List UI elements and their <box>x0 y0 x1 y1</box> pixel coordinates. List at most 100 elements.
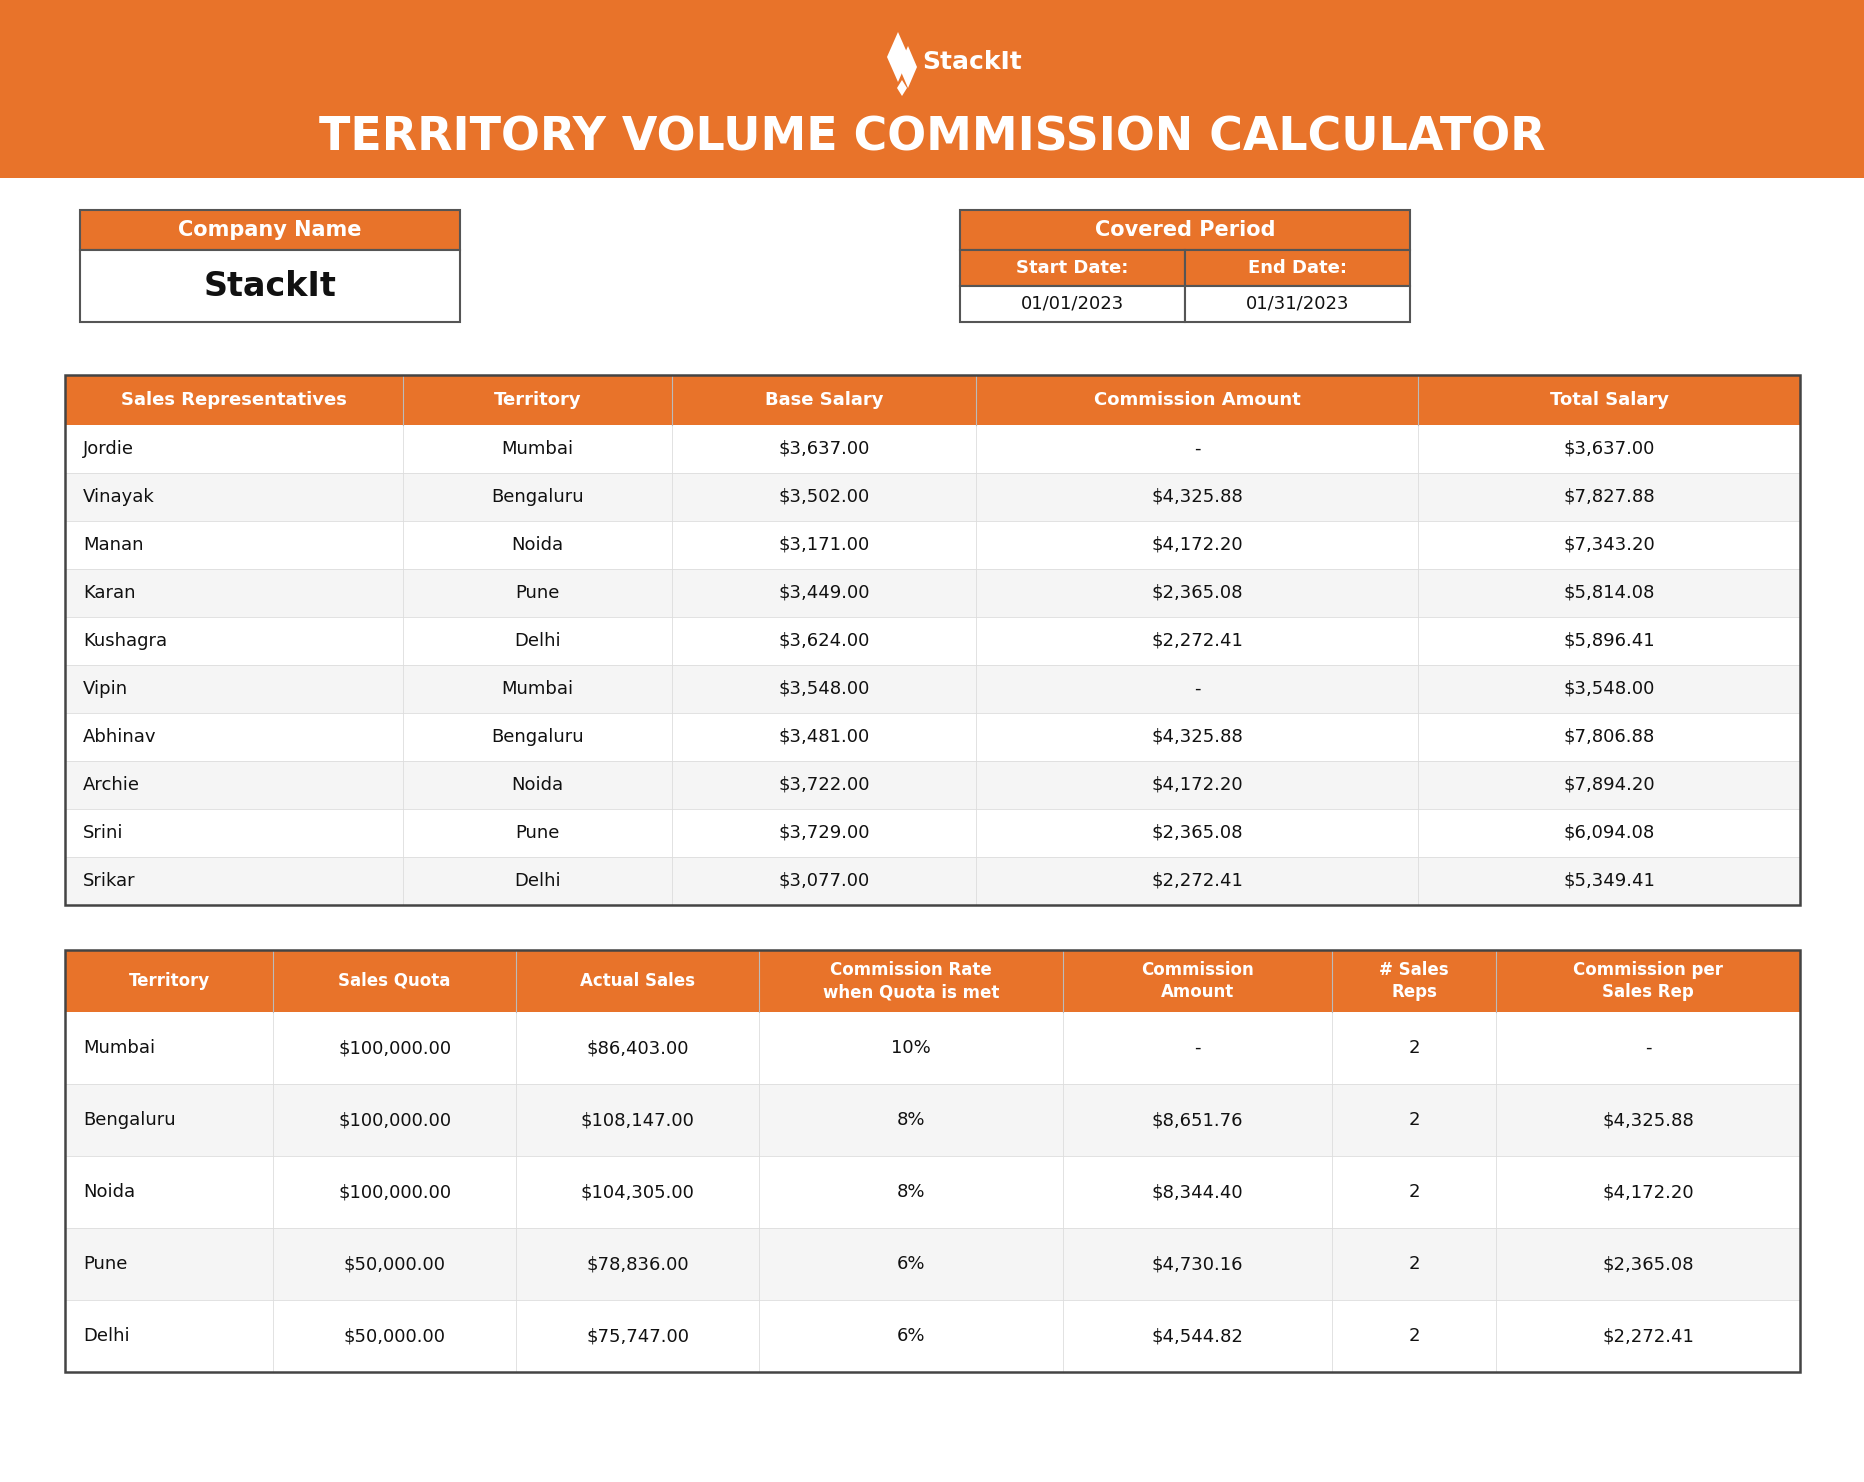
Text: $4,325.88: $4,325.88 <box>1152 488 1243 505</box>
Text: 8%: 8% <box>897 1183 925 1200</box>
Text: Abhinav: Abhinav <box>84 728 157 745</box>
Text: $3,077.00: $3,077.00 <box>779 871 870 891</box>
Text: Bengaluru: Bengaluru <box>492 488 583 505</box>
Text: Commission Amount: Commission Amount <box>1094 391 1301 409</box>
Text: $4,172.20: $4,172.20 <box>1603 1183 1694 1200</box>
Bar <box>1186 286 1409 322</box>
Text: $7,894.20: $7,894.20 <box>1564 777 1655 794</box>
Text: $2,365.08: $2,365.08 <box>1603 1255 1694 1273</box>
Text: $3,637.00: $3,637.00 <box>779 440 870 458</box>
Text: $4,730.16: $4,730.16 <box>1152 1255 1243 1273</box>
Bar <box>65 1012 1801 1083</box>
Text: Archie: Archie <box>84 777 140 794</box>
Text: TERRITORY VOLUME COMMISSION CALCULATOR: TERRITORY VOLUME COMMISSION CALCULATOR <box>319 116 1545 160</box>
Bar <box>65 1156 1801 1229</box>
Bar <box>65 950 1801 1372</box>
Bar <box>65 617 1801 665</box>
Text: StackIt: StackIt <box>203 270 336 302</box>
Text: $2,272.41: $2,272.41 <box>1603 1326 1694 1346</box>
Bar <box>65 375 1801 425</box>
Bar <box>65 1300 1801 1372</box>
Bar <box>65 713 1801 760</box>
Text: $3,171.00: $3,171.00 <box>779 536 870 554</box>
Text: Mumbai: Mumbai <box>501 680 574 698</box>
Text: $3,481.00: $3,481.00 <box>779 728 870 745</box>
Text: StackIt: StackIt <box>923 50 1021 74</box>
Text: Noida: Noida <box>513 536 563 554</box>
Text: $3,624.00: $3,624.00 <box>779 631 870 651</box>
Text: Commission Rate
when Quota is met: Commission Rate when Quota is met <box>822 960 999 1002</box>
Text: Company Name: Company Name <box>179 219 362 240</box>
Text: $100,000.00: $100,000.00 <box>337 1112 451 1129</box>
Text: $8,651.76: $8,651.76 <box>1152 1112 1243 1129</box>
Text: $3,502.00: $3,502.00 <box>779 488 870 505</box>
Text: Actual Sales: Actual Sales <box>580 972 695 990</box>
Text: 2: 2 <box>1407 1255 1420 1273</box>
Text: Bengaluru: Bengaluru <box>492 728 583 745</box>
Text: Commission per
Sales Rep: Commission per Sales Rep <box>1573 960 1722 1002</box>
Text: -: - <box>1193 680 1200 698</box>
Bar <box>65 425 1801 473</box>
Text: Vinayak: Vinayak <box>84 488 155 505</box>
Text: $108,147.00: $108,147.00 <box>580 1112 695 1129</box>
Text: # Sales
Reps: # Sales Reps <box>1379 960 1448 1002</box>
Text: $86,403.00: $86,403.00 <box>587 1039 690 1057</box>
Text: $2,365.08: $2,365.08 <box>1152 824 1243 842</box>
Text: $3,729.00: $3,729.00 <box>779 824 870 842</box>
Text: 2: 2 <box>1407 1112 1420 1129</box>
Text: $3,548.00: $3,548.00 <box>1564 680 1655 698</box>
Bar <box>80 250 460 322</box>
Text: 6%: 6% <box>897 1255 925 1273</box>
Text: $7,343.20: $7,343.20 <box>1564 536 1655 554</box>
Text: Sales Quota: Sales Quota <box>339 972 451 990</box>
Text: Pune: Pune <box>84 1255 127 1273</box>
Bar <box>960 210 1409 250</box>
Text: Total Salary: Total Salary <box>1549 391 1668 409</box>
Text: $3,637.00: $3,637.00 <box>1564 440 1655 458</box>
Text: 2: 2 <box>1407 1326 1420 1346</box>
Text: $2,272.41: $2,272.41 <box>1152 871 1243 891</box>
Text: $4,172.20: $4,172.20 <box>1152 777 1243 794</box>
Text: $104,305.00: $104,305.00 <box>580 1183 695 1200</box>
Bar <box>65 1229 1801 1300</box>
Bar <box>80 210 460 250</box>
Text: Sales Representatives: Sales Representatives <box>121 391 347 409</box>
Text: $50,000.00: $50,000.00 <box>343 1255 445 1273</box>
Text: $78,836.00: $78,836.00 <box>587 1255 690 1273</box>
Text: 01/01/2023: 01/01/2023 <box>1021 295 1124 313</box>
Text: $7,827.88: $7,827.88 <box>1564 488 1655 505</box>
Bar <box>65 665 1801 713</box>
Text: -: - <box>1193 440 1200 458</box>
Text: Covered Period: Covered Period <box>1094 219 1275 240</box>
Bar <box>65 375 1801 906</box>
Text: $6,094.08: $6,094.08 <box>1564 824 1655 842</box>
Text: $4,544.82: $4,544.82 <box>1152 1326 1243 1346</box>
Text: Noida: Noida <box>84 1183 134 1200</box>
Text: Pune: Pune <box>516 584 559 602</box>
Text: $4,325.88: $4,325.88 <box>1152 728 1243 745</box>
Text: $3,548.00: $3,548.00 <box>779 680 870 698</box>
Text: Vipin: Vipin <box>84 680 129 698</box>
Text: Delhi: Delhi <box>514 631 561 651</box>
Bar <box>0 0 1864 178</box>
Text: $100,000.00: $100,000.00 <box>337 1183 451 1200</box>
Text: $4,172.20: $4,172.20 <box>1152 536 1243 554</box>
Text: Srikar: Srikar <box>84 871 136 891</box>
Text: $5,349.41: $5,349.41 <box>1564 871 1655 891</box>
Text: Karan: Karan <box>84 584 136 602</box>
Text: Srini: Srini <box>84 824 123 842</box>
Bar <box>960 250 1186 286</box>
Text: $3,449.00: $3,449.00 <box>779 584 870 602</box>
Text: $7,806.88: $7,806.88 <box>1564 728 1655 745</box>
Bar <box>65 522 1801 569</box>
Bar <box>65 569 1801 617</box>
Text: $4,325.88: $4,325.88 <box>1603 1112 1694 1129</box>
Text: Delhi: Delhi <box>84 1326 130 1346</box>
Text: 01/31/2023: 01/31/2023 <box>1245 295 1350 313</box>
Text: Territory: Territory <box>494 391 582 409</box>
Text: $2,272.41: $2,272.41 <box>1152 631 1243 651</box>
Text: Manan: Manan <box>84 536 144 554</box>
Text: Mumbai: Mumbai <box>501 440 574 458</box>
Bar <box>960 286 1186 322</box>
Polygon shape <box>887 33 910 82</box>
